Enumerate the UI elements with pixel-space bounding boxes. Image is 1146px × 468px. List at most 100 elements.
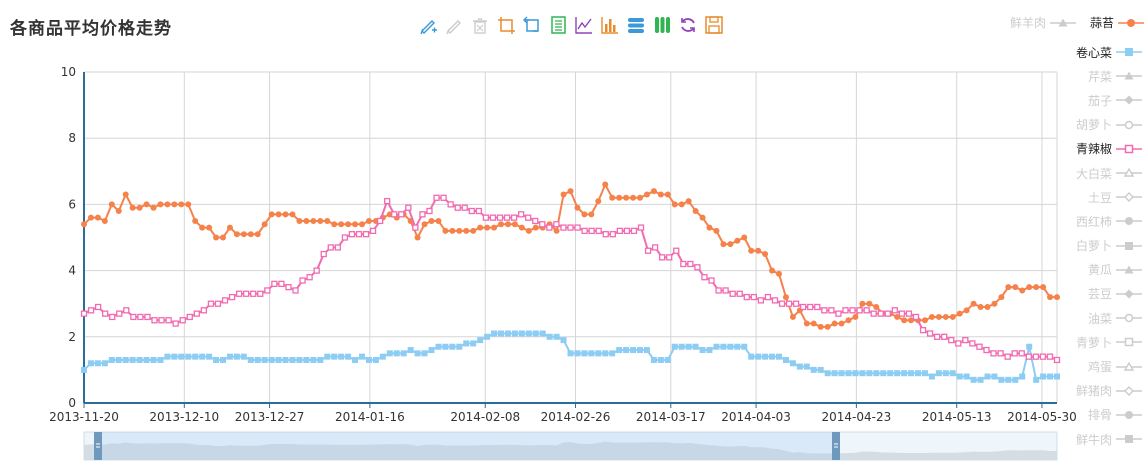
bar-chart-button[interactable] (597, 13, 623, 37)
data-point (824, 370, 831, 377)
legend-item-label: 油菜 (1087, 311, 1112, 326)
mark-clear-button[interactable] (467, 13, 493, 37)
legend-symbol-icon (1116, 71, 1142, 80)
data-point (581, 227, 588, 235)
data-point (206, 353, 213, 360)
legend-item-label: 青辣椒 (1075, 142, 1112, 157)
legend-item[interactable]: 芸豆 (1056, 282, 1142, 306)
data-point (553, 221, 560, 228)
data-point (331, 221, 338, 228)
data-point (101, 217, 108, 224)
data-point (782, 294, 789, 301)
legend-item[interactable]: 鸡蛋 (1056, 354, 1142, 378)
legend-item[interactable]: 排骨 (1056, 403, 1142, 427)
data-point (491, 224, 498, 231)
legend-item[interactable]: 胡萝卜 (1056, 113, 1142, 137)
data-point (769, 353, 776, 360)
data-point (81, 366, 87, 373)
data-point (1047, 294, 1054, 301)
data-point (447, 201, 454, 208)
data-point (221, 297, 229, 304)
mark-undo-button[interactable] (441, 13, 467, 37)
stack-button[interactable] (623, 13, 649, 37)
data-point (880, 370, 887, 377)
data-point (692, 208, 699, 215)
legend-symbol-icon (1116, 192, 1142, 203)
data-point (706, 347, 713, 354)
data-zoom-handle-right[interactable] (832, 432, 840, 460)
legend-item[interactable]: 大白菜 (1056, 161, 1142, 185)
data-point (762, 353, 769, 360)
legend-item-label: 鸡蛋 (1087, 360, 1112, 375)
data-point (935, 313, 942, 320)
legend-item[interactable]: 鲜牛肉 (1056, 427, 1142, 451)
data-point (116, 310, 123, 317)
data-point (644, 247, 652, 254)
legend-item[interactable]: 鲜羊肉 (1010, 14, 1076, 31)
legend-item[interactable]: 青辣椒 (1056, 137, 1142, 161)
data-point (998, 294, 1005, 301)
data-point (1026, 343, 1033, 350)
legend-item[interactable]: 鲜猪肉 (1056, 379, 1142, 403)
tiled-button[interactable] (649, 13, 675, 37)
data-zoom-reset-button[interactable] (519, 13, 545, 37)
data-point (412, 224, 419, 231)
legend-item[interactable]: 青萝卜 (1056, 330, 1142, 354)
data-point (926, 330, 934, 337)
legend-item-label: 鲜猪肉 (1075, 384, 1112, 399)
legend-item[interactable]: 茄子 (1056, 88, 1142, 112)
data-point (553, 333, 560, 340)
data-point (588, 350, 595, 357)
data-point (94, 214, 101, 221)
legend-item[interactable]: 油菜 (1056, 306, 1142, 330)
data-point (484, 333, 491, 340)
data-point (637, 194, 643, 201)
data-point (685, 343, 692, 350)
data-zoom-window[interactable] (98, 432, 832, 460)
legend-item[interactable]: 芹菜 (1056, 64, 1142, 88)
data-point (1019, 373, 1026, 380)
data-point (510, 214, 518, 221)
data-point (470, 340, 477, 347)
data-point (692, 343, 699, 350)
legend-item[interactable]: 西红柿 (1056, 209, 1142, 233)
data-point (129, 204, 136, 211)
data-point (748, 247, 755, 254)
legend-symbol-icon (1116, 338, 1142, 347)
legend-item[interactable]: 蒜苔 (1090, 14, 1144, 31)
data-point (150, 356, 157, 363)
legend-item[interactable]: 白萝卜 (1056, 234, 1142, 258)
data-point (1054, 294, 1060, 301)
legend-item[interactable]: 黄瓜 (1056, 258, 1142, 282)
data-point (442, 343, 449, 350)
data-point (172, 320, 179, 327)
data-view-button[interactable] (545, 13, 571, 37)
data-point (680, 260, 687, 268)
legend-item[interactable]: 土豆 (1056, 185, 1142, 209)
legend-item[interactable]: 卷心菜 (1056, 40, 1142, 64)
mark-button[interactable] (415, 13, 441, 37)
data-point (220, 356, 226, 363)
line-chart-button[interactable] (571, 13, 597, 37)
data-point (664, 191, 671, 198)
data-point (706, 224, 713, 231)
data-point (257, 290, 264, 297)
data-point (407, 347, 414, 354)
data-point (186, 313, 193, 321)
data-point (866, 300, 873, 307)
save-image-button[interactable] (701, 13, 727, 37)
data-point (817, 366, 824, 373)
data-point (1046, 353, 1054, 360)
data-zoom-button[interactable] (493, 13, 519, 37)
data-point (785, 300, 793, 307)
data-point (616, 347, 623, 354)
data-zoom-handle-left[interactable] (94, 432, 102, 460)
data-point (498, 330, 504, 337)
data-zoom-slider[interactable] (83, 431, 1058, 461)
mark-undo-icon (446, 20, 461, 35)
data-point (949, 370, 956, 377)
data-point (199, 224, 206, 231)
data-point (997, 350, 1004, 357)
restore-button[interactable] (675, 13, 701, 37)
data-point (637, 224, 645, 231)
